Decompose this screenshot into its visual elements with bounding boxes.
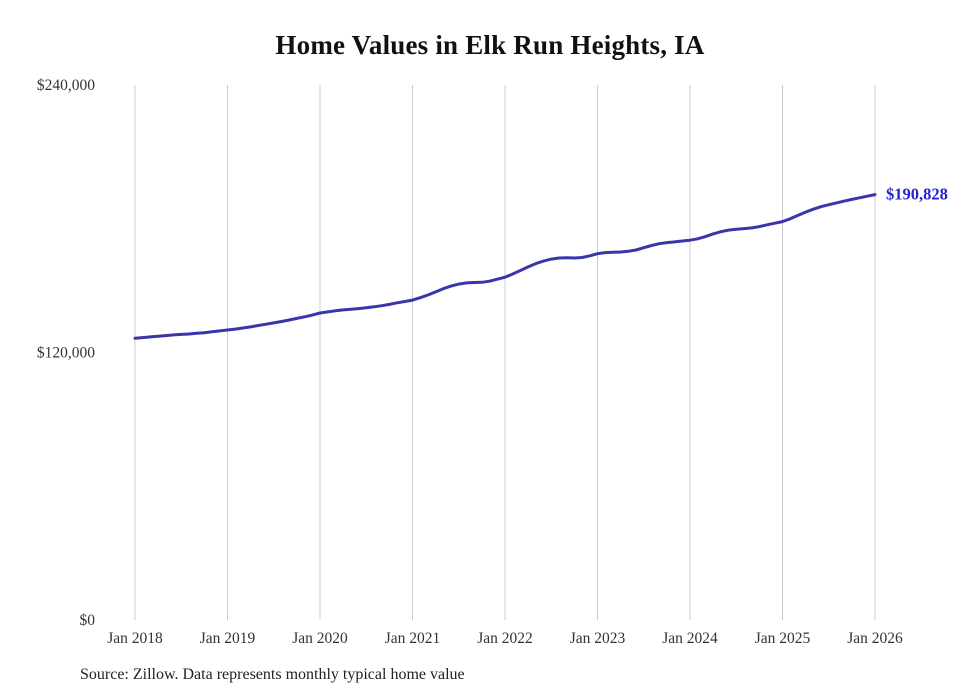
x-tick-label: Jan 2024 [662,630,718,647]
y-tick-label: $240,000 [37,77,95,94]
x-tick-label: Jan 2022 [477,630,533,647]
x-tick-label: Jan 2023 [570,630,626,647]
x-tick-label: Jan 2020 [292,630,348,647]
chart-title: Home Values in Elk Run Heights, IA [275,30,705,60]
series-line [133,193,877,340]
y-tick-label: $0 [80,612,96,629]
x-tick-label: Jan 2021 [385,630,441,647]
source-note: Source: Zillow. Data represents monthly … [80,666,465,683]
x-tick-label: Jan 2026 [847,630,903,647]
x-tick-label: Jan 2019 [200,630,256,647]
y-tick-label: $120,000 [37,345,95,362]
x-tick-label: Jan 2025 [755,630,811,647]
end-value-label: $190,828 [886,185,948,204]
x-tick-label: Jan 2018 [107,630,163,647]
